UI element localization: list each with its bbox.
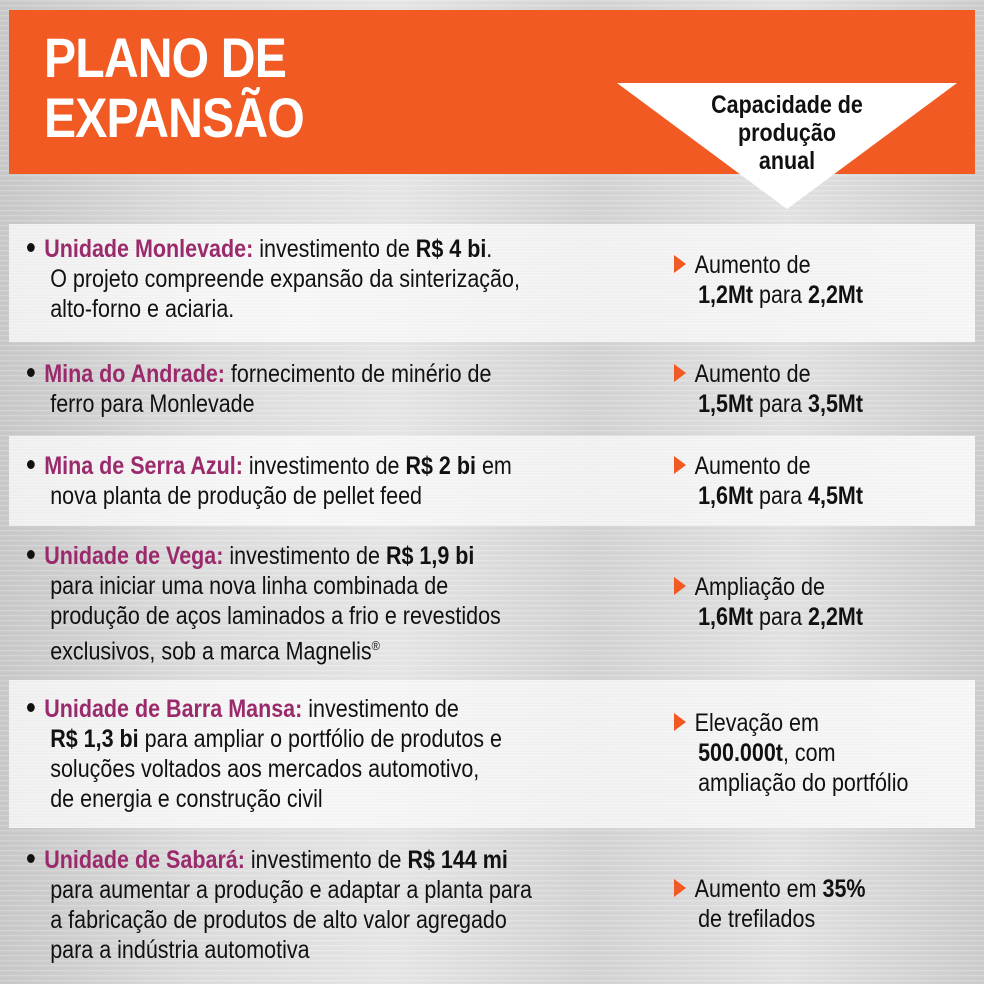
desc-text: nova planta de produção de pellet feed [50,482,422,510]
cap-to: 4,5Mt [808,482,863,510]
cap-amount: 35% [822,875,866,903]
desc-text: O projeto compreende expansão da sinteri… [50,265,520,293]
capacity-value: Aumento de 1,5Mt para 3,5Mt [674,359,932,419]
capacity-value: Aumento de 1,6Mt para 4,5Mt [674,451,932,511]
desc-text: alto-forno e aciaria. [50,295,235,323]
item-row-andrade: Mina do Andrade: fornecimento de minério… [9,342,975,434]
item-description: Unidade Monlevade: investimento de R$ 4 … [27,234,560,324]
unit-name: Mina do Andrade: [44,360,225,388]
investment-amount: R$ 4 bi [415,235,487,263]
cap-to: 2,2Mt [808,281,863,309]
capacity-label-line: produção [738,119,836,147]
cap-from: 1,6Mt [698,482,754,510]
cap-text: Ampliação de [694,573,825,601]
item-row-serra-azul: Mina de Serra Azul: investimento de R$ 2… [9,436,975,526]
capacity-value: Aumento em 35% de trefilados [674,874,932,934]
desc-text: investimento de [242,452,406,480]
unit-name: Unidade de Vega: [44,542,224,570]
desc-text: investimento de [244,846,408,874]
item-description: Unidade de Vega: investimento de R$ 1,9 … [27,541,560,666]
desc-text: soluções voltados aos mercados automotiv… [50,755,480,783]
desc-text: para iniciar uma nova linha combinada de [50,572,449,600]
investment-amount: R$ 1,9 bi [385,542,475,570]
cap-text: Aumento em [694,875,823,903]
desc-text: fornecimento de minério de [224,360,492,388]
capacity-label-line: anual [758,147,816,175]
desc-text: para aumentar a produção e adaptar a pla… [50,876,532,904]
cap-to: 3,5Mt [808,390,863,418]
desc-text: em [475,452,512,480]
orange-arrow-icon [674,364,687,383]
capacity-label: Capacidade de produção anual [641,91,933,175]
item-row-monlevade: Unidade Monlevade: investimento de R$ 4 … [9,224,975,342]
investment-amount: R$ 1,3 bi [50,725,139,753]
item-description: Unidade de Barra Mansa: investimento de … [27,694,560,814]
orange-arrow-icon [674,879,687,898]
cap-to: 2,2Mt [808,603,863,631]
cap-amount: 500.000t [698,739,783,767]
desc-text: para ampliar o portfólio de produtos e [138,725,502,753]
cap-text: para [753,281,809,309]
capacity-value: Ampliação de 1,6Mt para 2,2Mt [674,572,932,632]
orange-arrow-icon [674,255,687,274]
cap-text: Aumento de [694,360,811,388]
bullet-icon [27,367,35,377]
investment-amount: R$ 2 bi [405,452,476,480]
desc-text: de energia e construção civil [50,785,323,813]
title-line-1: PLANO DE [44,26,287,89]
desc-text: . [486,235,493,263]
bullet-icon [27,242,35,252]
item-row-vega: Unidade de Vega: investimento de R$ 1,9 … [9,526,975,676]
cap-text: Aumento de [694,452,811,480]
item-description: Unidade de Sabará: investimento de R$ 14… [27,845,560,965]
cap-from: 1,5Mt [698,390,754,418]
title-line-2: EXPANSÃO [44,86,305,149]
desc-text: ferro para Monlevade [50,390,255,418]
unit-name: Unidade de Barra Mansa: [44,695,303,723]
unit-name: Unidade Monlevade: [44,235,254,263]
desc-text: produção de aços laminados a frio e reve… [50,602,501,630]
item-description: Mina do Andrade: fornecimento de minério… [27,359,560,419]
bullet-icon [27,853,35,863]
capacity-column-header: Capacidade de produção anual [617,83,957,209]
capacity-value: Aumento de 1,2Mt para 2,2Mt [674,250,932,310]
investment-amount: R$ 144 mi [407,846,508,874]
orange-arrow-icon [674,577,687,596]
desc-text: a fabricação de produtos de alto valor a… [50,906,507,934]
cap-text: ampliação do portfólio [698,769,909,797]
bullet-icon [27,459,35,469]
bullet-icon [27,549,35,559]
bullet-icon [27,702,35,712]
cap-text: , com [782,739,836,767]
desc-text: investimento de [253,235,416,263]
cap-text: para [753,482,809,510]
orange-arrow-icon [674,456,687,475]
orange-arrow-icon [674,713,687,732]
desc-text: investimento de [302,695,459,723]
item-row-barra-mansa: Unidade de Barra Mansa: investimento de … [9,680,975,828]
registered-mark: ® [371,638,380,653]
cap-text: Aumento de [694,251,811,279]
cap-text: para [753,390,809,418]
cap-text: Elevação em [694,709,819,737]
capacity-value: Elevação em 500.000t, com ampliação do p… [674,708,932,798]
unit-name: Unidade de Sabará: [44,846,245,874]
desc-text: investimento de [223,542,386,570]
capacity-label-line: Capacidade de [711,91,863,119]
page-title: PLANO DE EXPANSÃO [44,26,305,149]
item-row-sabara: Unidade de Sabará: investimento de R$ 14… [9,830,975,984]
cap-from: 1,2Mt [698,281,754,309]
cap-text: para [753,603,809,631]
cap-from: 1,6Mt [698,603,754,631]
item-description: Mina de Serra Azul: investimento de R$ 2… [27,451,560,511]
desc-text: para a indústria automotiva [50,936,310,964]
desc-text: exclusivos, sob a marca Magnelis [50,637,372,666]
down-triangle-icon [617,83,957,209]
cap-text: de trefilados [698,905,816,933]
unit-name: Mina de Serra Azul: [44,452,243,480]
